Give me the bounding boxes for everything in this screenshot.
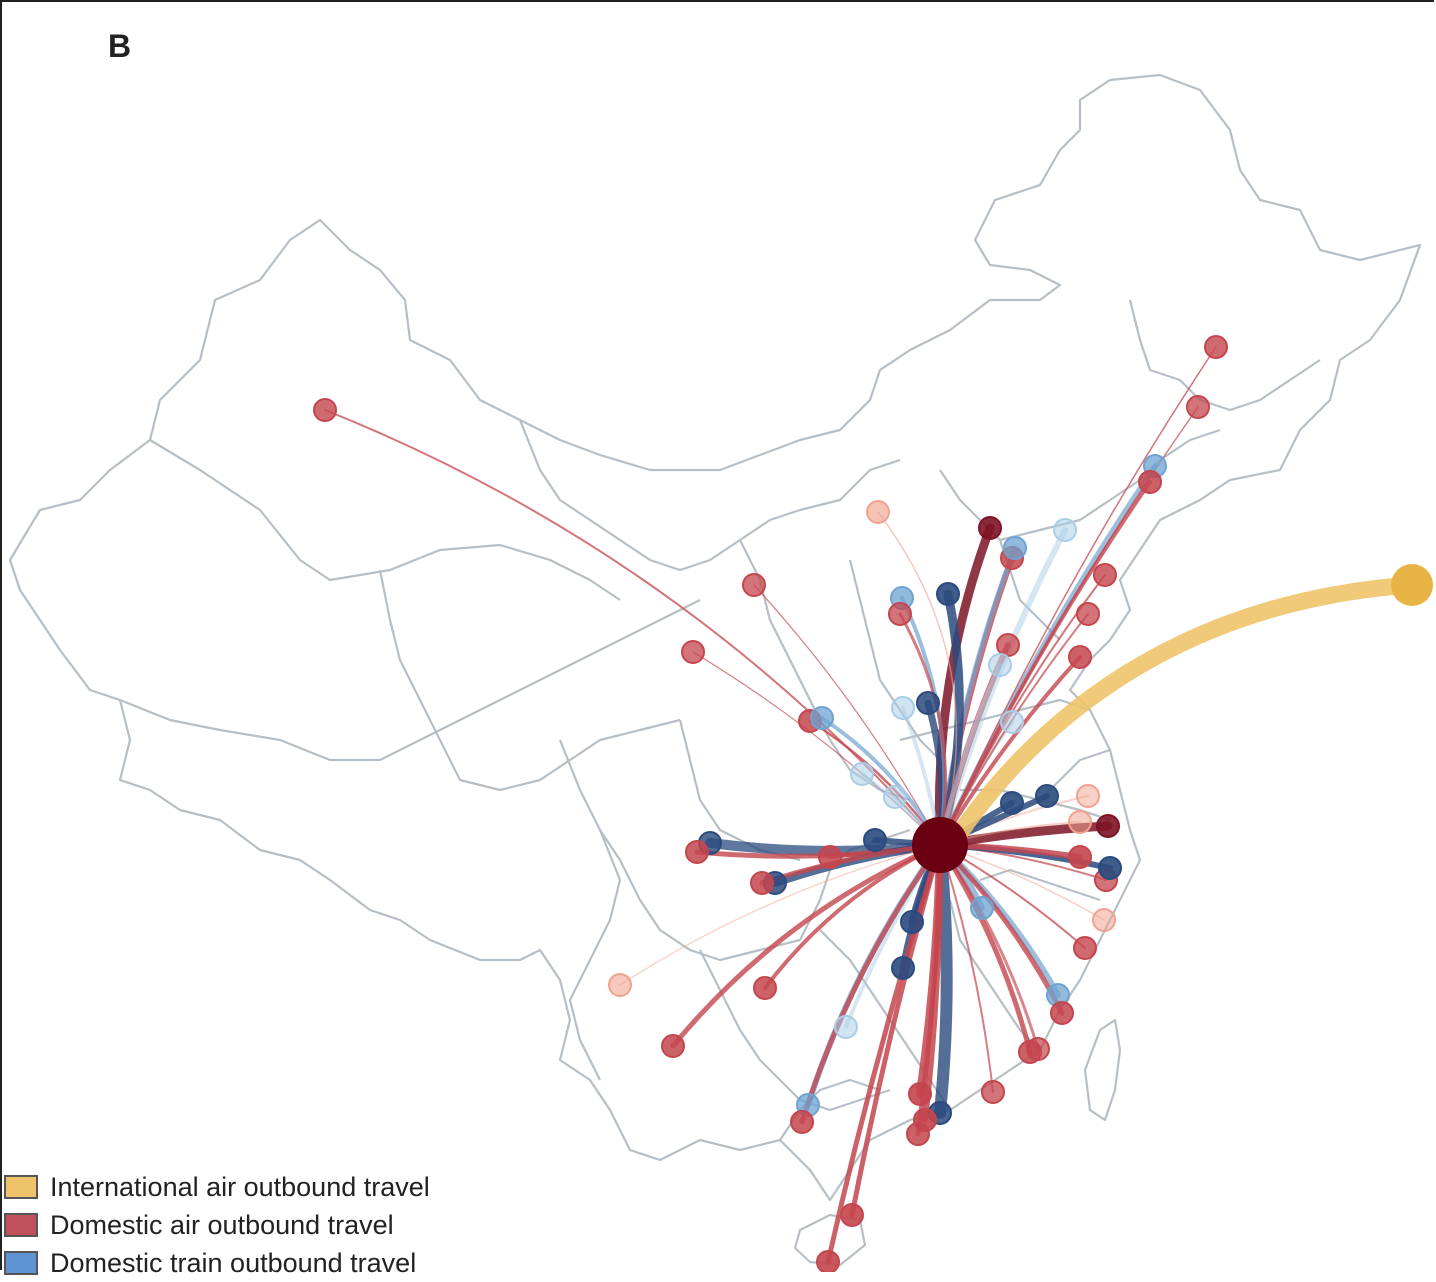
air-destination-dot: [742, 573, 766, 597]
air-route-line: [670, 842, 943, 1049]
train-destination-dot: [891, 696, 915, 720]
air-destination-dot: [1068, 845, 1092, 869]
train-destination-dot: [970, 896, 994, 920]
legend-swatch-international: [4, 1175, 38, 1199]
air-route-line: [898, 612, 948, 847]
air-destination-dot: [888, 602, 912, 626]
legend-item-domestic-train: Domestic train outbound travel: [4, 1244, 430, 1282]
air-route-line: [753, 584, 941, 846]
air-route-line: [324, 409, 941, 846]
air-destination-dot: [1076, 602, 1100, 626]
air-route-line: [938, 843, 1040, 1051]
air-destination-dot: [790, 1110, 814, 1134]
air-destination-dot: [750, 871, 774, 895]
legend: International air outbound travel Domest…: [4, 1168, 430, 1282]
origin-city-dot: [912, 817, 968, 873]
air-destination-dot: [1204, 335, 1228, 359]
travel-routes: [324, 346, 1421, 1265]
air-destination-dot: [1068, 810, 1092, 834]
train-destination-dot: [1003, 536, 1027, 560]
legend-swatch-domestic-train: [4, 1251, 38, 1275]
train-destination-dot: [810, 706, 834, 730]
international-route-line: [946, 576, 1421, 849]
air-destination-dot: [816, 1250, 840, 1272]
air-route-line: [938, 655, 1082, 847]
train-destination-dot: [988, 653, 1012, 677]
air-destination-dot: [866, 500, 890, 524]
train-destination-dot: [850, 762, 874, 786]
legend-label-domestic-train: Domestic train outbound travel: [50, 1247, 417, 1278]
train-destination-dot: [900, 910, 924, 934]
legend-item-international: International air outbound travel: [4, 1168, 430, 1206]
air-destination-dot: [313, 398, 337, 422]
train-destination-dot: [1000, 791, 1024, 815]
train-destination-dot: [1000, 710, 1024, 734]
legend-label-international: International air outbound travel: [50, 1171, 430, 1202]
air-destination-dot: [753, 976, 777, 1000]
train-destination-dot: [936, 582, 960, 606]
legend-item-domestic-air: Domestic air outbound travel: [4, 1206, 430, 1244]
air-route-line: [937, 842, 1033, 1055]
train-destination-dot: [863, 828, 887, 852]
international-destination-dot: [1391, 564, 1433, 606]
legend-label-domestic-air: Domestic air outbound travel: [50, 1209, 394, 1240]
province-borders: [8, 73, 1422, 1267]
air-destination-dot: [661, 1034, 685, 1058]
air-destination-dot: [1073, 936, 1097, 960]
air-destination-dot: [906, 1122, 930, 1146]
train-destination-dot: [891, 956, 915, 980]
air-route-line: [825, 842, 943, 1265]
air-destination-dot: [685, 840, 709, 864]
train-destination-dot: [834, 1015, 858, 1039]
air-destination-dot: [996, 633, 1020, 657]
air-route-line: [799, 842, 943, 1125]
air-destination-dot: [1050, 1001, 1074, 1025]
air-destination-dot: [978, 516, 1002, 540]
air-destination-dot: [1138, 470, 1162, 494]
legend-swatch-domestic-air: [4, 1213, 38, 1237]
air-destination-dot: [1092, 908, 1116, 932]
train-destination-dot: [883, 785, 907, 809]
train-destination-dot: [916, 691, 940, 715]
air-destination-dot: [981, 1080, 1005, 1104]
air-destination-dot: [1186, 395, 1210, 419]
train-destination-dot: [1053, 518, 1077, 542]
air-destination-dot: [908, 1082, 932, 1106]
air-route-line: [939, 346, 1217, 846]
air-destination-dot: [1096, 814, 1120, 838]
train-destination-dot: [1098, 856, 1122, 880]
air-route-line: [619, 844, 941, 986]
train-destination-dot: [1035, 784, 1059, 808]
air-destination-dot: [1026, 1037, 1050, 1061]
panel-label: B: [108, 28, 132, 64]
air-destination-dot: [1093, 563, 1117, 587]
air-destination-dot: [840, 1203, 864, 1227]
air-route-line: [692, 651, 941, 846]
origin-marker: [912, 817, 968, 873]
air-route-line: [939, 844, 994, 1093]
air-destination-dot: [818, 845, 842, 869]
air-destination-dot: [681, 640, 705, 664]
air-destination-dot: [608, 973, 632, 997]
route-endpoints: [313, 335, 1433, 1272]
air-destination-dot: [1076, 784, 1100, 808]
air-destination-dot: [1068, 645, 1092, 669]
